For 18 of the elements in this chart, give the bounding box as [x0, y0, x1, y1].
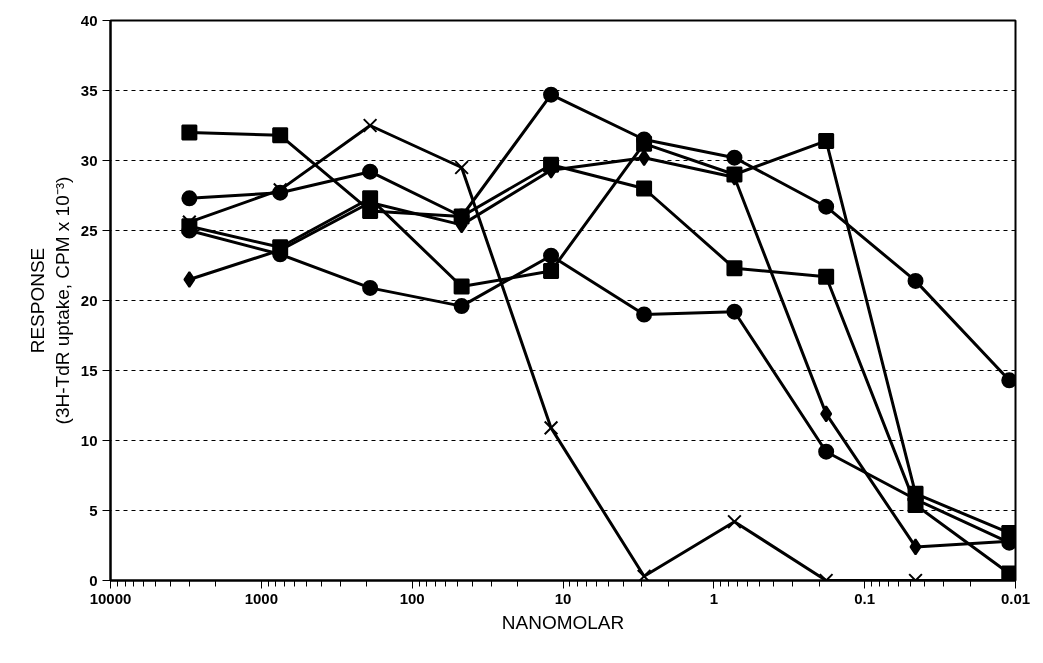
x-tick-label: 0.1 — [854, 589, 876, 607]
x-tick-label: 100 — [399, 589, 425, 607]
x-tick-label: 1 — [709, 589, 719, 607]
y-tick-label: 20 — [80, 291, 98, 309]
y-axis-title: RESPONSE (3H-TdR uptake, CPM x 10⁻³) — [26, 176, 73, 425]
y-tick-label: 35 — [80, 81, 98, 99]
x-axis-title: NANOMOLAR — [501, 611, 625, 633]
x-tick-label: 1000 — [244, 589, 279, 607]
x-tick-label: 0.01 — [1000, 589, 1031, 607]
y-tick-label: 40 — [80, 11, 98, 29]
y-tick-label: 15 — [80, 361, 98, 379]
x-tick-label: 10000 — [89, 589, 132, 607]
y-tick-label: 30 — [80, 151, 98, 169]
y-tick-label: 25 — [80, 221, 98, 239]
x-tick-label: 10 — [554, 589, 572, 607]
y-tick-label: 5 — [89, 501, 98, 519]
y-tick-label: 10 — [80, 431, 98, 449]
y-tick-label: 0 — [89, 571, 98, 589]
